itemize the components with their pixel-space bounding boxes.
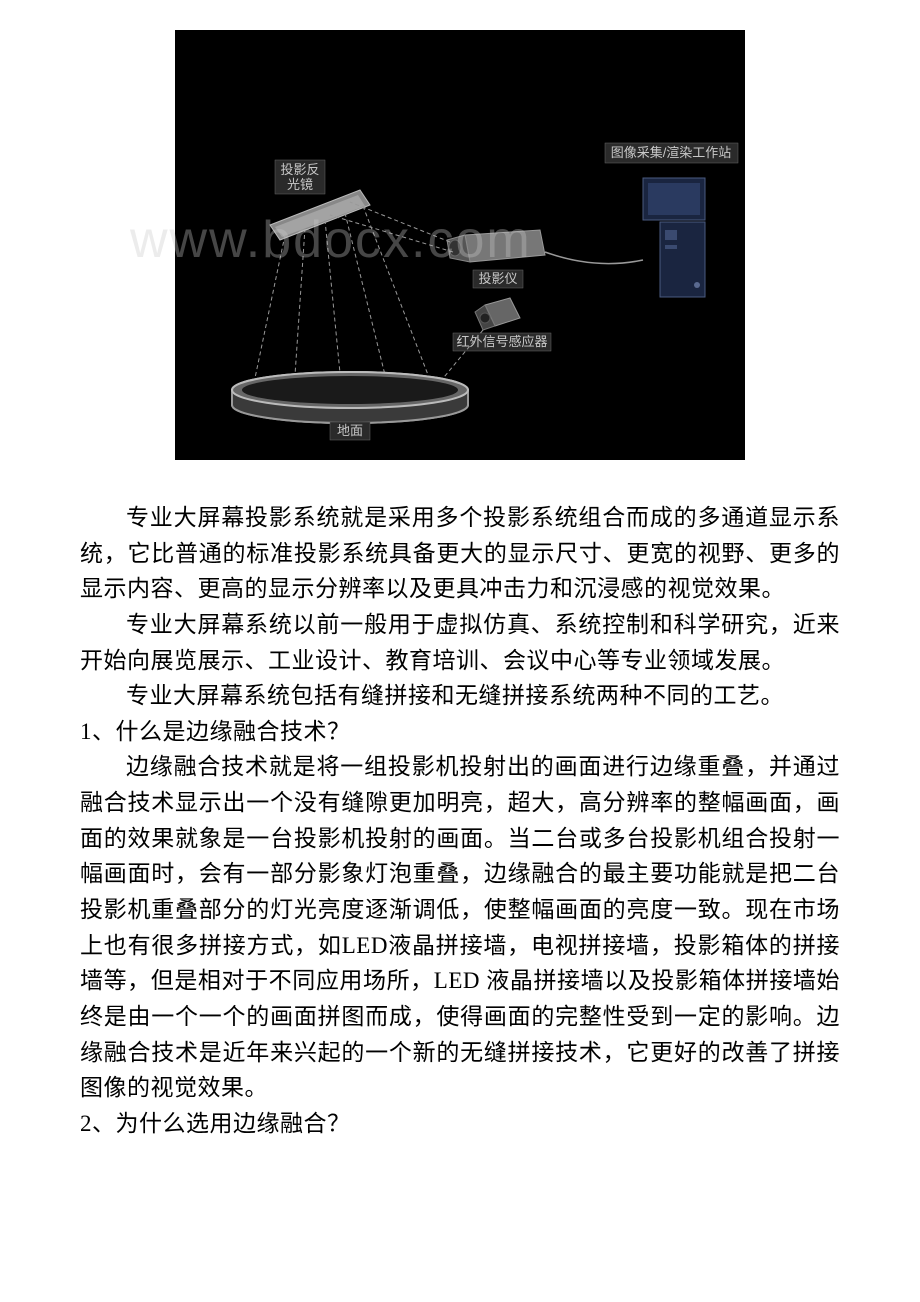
heading-2: 2、为什么选用边缘融合？ [80, 1106, 840, 1142]
ground-surface-icon [232, 372, 468, 423]
surface-label: 地面 [337, 423, 363, 438]
heading-1: 1、什么是边缘融合技术？ [80, 714, 840, 750]
ray-3 [325, 220, 340, 373]
projector-icon [447, 230, 545, 262]
content-wrapper: 图像采集/渲染工作站 [80, 30, 840, 1142]
mirror-label-line2: 光镜 [287, 177, 313, 192]
sensor-label: 红外信号感应器 [456, 334, 547, 349]
projector-label: 投影仪 [478, 271, 517, 286]
workstation-icon [643, 178, 705, 297]
workstation-label: 图像采集/渲染工作站 [611, 145, 732, 160]
diagram-svg: 图像采集/渲染工作站 [175, 30, 745, 460]
paragraph-2: 专业大屏幕系统以前一般用于虚拟仿真、系统控制和科学研究，近来开始向展览展示、工业… [80, 607, 840, 678]
ray-5 [363, 206, 430, 380]
document-page: 图像采集/渲染工作站 [0, 0, 920, 1202]
ray-2 [295, 228, 305, 375]
ray-4 [345, 213, 385, 375]
ray-1 [255, 235, 285, 378]
body-text: 专业大屏幕投影系统就是采用多个投影系统组合而成的多通道显示系统，它比普通的标准投… [80, 500, 840, 1142]
beam-to-mirror-1 [350, 202, 450, 242]
paragraph-3: 专业大屏幕系统包括有缝拼接和无缝拼接系统两种不同的工艺。 [80, 678, 840, 714]
mirror-icon [270, 190, 370, 240]
ir-sensor-icon [475, 298, 520, 330]
projection-system-diagram: 图像采集/渲染工作站 [175, 30, 745, 460]
cable-workstation-projector [545, 252, 643, 264]
mirror-label-line1: 投影反 [280, 162, 319, 177]
beam-to-mirror-2 [330, 215, 453, 252]
paragraph-4: 边缘融合技术就是将一组投影机投射出的画面进行边缘重叠，并通过融合技术显示出一个没… [80, 749, 840, 1105]
paragraph-1: 专业大屏幕投影系统就是采用多个投影系统组合而成的多通道显示系统，它比普通的标准投… [80, 500, 840, 607]
